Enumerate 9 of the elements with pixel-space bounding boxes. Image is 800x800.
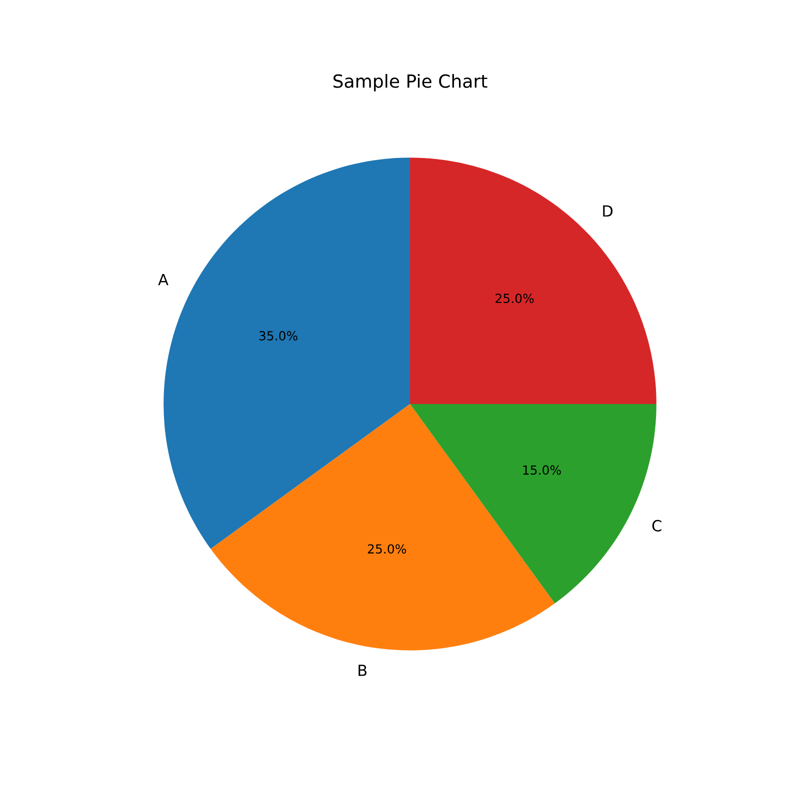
slice-label: D — [603, 205, 613, 217]
slice-label: B — [358, 664, 367, 676]
data-label: 25.0% — [368, 544, 406, 554]
data-label: 35.0% — [259, 331, 298, 341]
slice-label: A — [158, 274, 168, 286]
slice-label: C — [652, 520, 662, 532]
chart-title: Sample Pie Chart — [333, 74, 488, 92]
data-label: 25.0% — [496, 294, 534, 304]
data-label: 15.0% — [523, 465, 561, 475]
